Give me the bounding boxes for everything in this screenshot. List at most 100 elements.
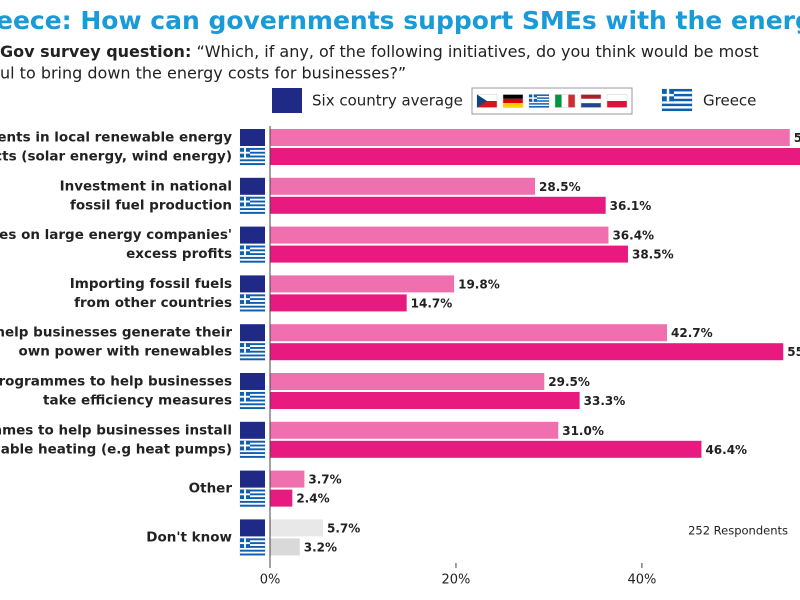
bar xyxy=(270,196,606,214)
flag-stripe xyxy=(240,151,265,154)
value-label: 19.8% xyxy=(458,277,500,291)
flag-stripe xyxy=(240,403,265,406)
value-label: 14.7% xyxy=(411,296,453,310)
flag-stripe xyxy=(477,101,497,108)
flag-stripe xyxy=(529,103,549,105)
flag-triangle xyxy=(477,94,487,108)
category-label: take efficiency measures xyxy=(43,393,232,409)
greece-flag xyxy=(239,294,266,312)
country-flags xyxy=(476,94,628,108)
value-label: 36.1% xyxy=(610,199,652,213)
flag-stripe xyxy=(581,94,601,99)
flag-stripe xyxy=(529,106,549,108)
flag-stripe xyxy=(607,101,627,108)
flag-stripe xyxy=(240,211,265,214)
flag-stripe xyxy=(240,549,265,552)
flag-stripe xyxy=(240,298,265,301)
value-label: 55.2% xyxy=(787,345,800,359)
flag-stripe xyxy=(240,200,265,203)
flag-stripe xyxy=(240,256,265,259)
flag-stripe xyxy=(240,253,265,256)
avg-icon xyxy=(240,519,265,537)
value-label: 2.4% xyxy=(296,492,329,506)
bar xyxy=(270,519,323,537)
greece-flag xyxy=(239,391,266,410)
bar xyxy=(270,470,305,488)
value-label: 55.9% xyxy=(794,131,800,145)
value-label: 29.5% xyxy=(548,375,590,389)
value-label: 28.5% xyxy=(539,180,581,194)
greece-flag xyxy=(239,342,266,361)
x-tick-label: 0% xyxy=(260,573,281,588)
flag-stripe xyxy=(529,100,549,102)
flag-stripe xyxy=(581,103,601,108)
flag-stripe xyxy=(240,294,265,297)
bar xyxy=(270,421,559,439)
flag-stripe xyxy=(240,196,265,199)
flag-stripe xyxy=(555,94,562,108)
value-label: 38.5% xyxy=(632,248,674,262)
flag-stripe xyxy=(240,545,265,548)
flag-stripe xyxy=(503,103,523,108)
flag-border xyxy=(580,94,602,108)
flag-cross xyxy=(244,294,246,304)
flag-stripe xyxy=(240,489,265,492)
flag-cross xyxy=(244,148,246,158)
flag-border xyxy=(554,94,576,108)
avg-icon xyxy=(240,177,265,195)
flag-stripe xyxy=(240,163,265,165)
flag-stripe xyxy=(240,249,265,252)
greece-flag xyxy=(661,88,693,112)
flag-stripe xyxy=(662,98,692,102)
flag-stripe xyxy=(503,98,523,104)
flag-stripe xyxy=(240,309,265,312)
flag-stripe xyxy=(240,440,265,443)
bar xyxy=(270,148,800,165)
bar xyxy=(270,538,300,556)
flag-stripe xyxy=(240,500,265,503)
value-label: 31.0% xyxy=(562,424,604,438)
flag-stripe xyxy=(662,93,692,97)
bar xyxy=(270,226,609,244)
flag-stripe xyxy=(662,103,692,107)
category-label: fossil fuel production xyxy=(70,197,232,213)
flag-stripe xyxy=(240,358,265,361)
flag-stripe xyxy=(561,94,569,108)
flag-stripe xyxy=(240,538,265,541)
greece-flag xyxy=(239,245,266,263)
category-label: from other countries xyxy=(74,295,232,311)
value-label: 36.4% xyxy=(612,229,654,243)
chart-title: eece: How can governments support SMEs w… xyxy=(0,6,800,35)
value-label: 33.3% xyxy=(584,394,626,408)
flag-stripe xyxy=(240,395,265,398)
subtitle-bold: Gov survey question: xyxy=(0,42,191,61)
flag-cross xyxy=(532,94,534,102)
category-label: Don't know xyxy=(146,529,232,545)
avg-icon xyxy=(240,373,265,390)
subtitle: ul to bring down the energy costs for bu… xyxy=(0,64,406,83)
flag-stripe xyxy=(477,94,497,101)
avg-icon xyxy=(240,421,265,439)
bar xyxy=(270,343,784,361)
category-label: Investment in national xyxy=(60,178,232,194)
category-label: cts (solar energy, wind energy) xyxy=(0,149,232,165)
flag-stripe xyxy=(240,553,265,556)
avg-icon xyxy=(240,275,265,293)
legend-label: Six country average xyxy=(312,92,463,110)
flag-stripe xyxy=(240,350,265,353)
legend-label: Greece xyxy=(703,92,756,110)
flag-stripe xyxy=(240,245,265,248)
bar xyxy=(270,275,455,293)
flag-stripe xyxy=(240,504,265,507)
bar xyxy=(270,440,702,458)
flag-border xyxy=(502,94,524,108)
bar xyxy=(270,177,535,195)
flag-stripe xyxy=(529,94,549,96)
category-label: Importing fossil fuels xyxy=(70,276,232,292)
subtitle: Gov survey question: “Which, if any, of … xyxy=(0,42,759,61)
bar xyxy=(270,489,293,507)
avg-icon xyxy=(240,226,265,244)
bar xyxy=(270,324,668,342)
